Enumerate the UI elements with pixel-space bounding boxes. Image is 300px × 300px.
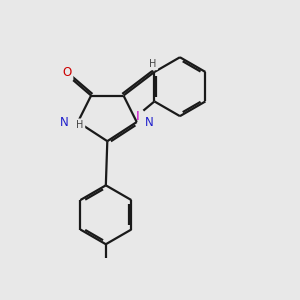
Text: N: N — [60, 116, 68, 128]
Text: O: O — [62, 66, 72, 80]
Text: N: N — [145, 116, 154, 128]
Text: I: I — [136, 110, 140, 123]
Text: H: H — [76, 120, 84, 130]
Text: H: H — [149, 59, 157, 69]
